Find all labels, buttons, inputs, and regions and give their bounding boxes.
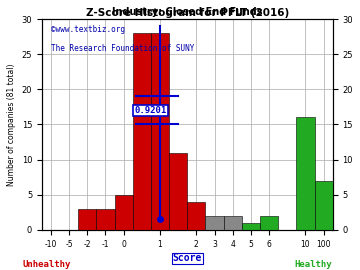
Bar [296,117,315,230]
Bar [260,216,278,230]
Bar [224,216,242,230]
Bar [114,195,133,230]
Text: Industry: Closed End Funds: Industry: Closed End Funds [112,7,262,17]
Bar [242,223,260,230]
Text: 0.9201: 0.9201 [135,106,167,115]
Text: Healthy: Healthy [294,260,332,269]
Bar [96,209,114,230]
Bar [169,153,187,230]
Bar [78,209,96,230]
Title: Z-Score Histogram for PFLT (2016): Z-Score Histogram for PFLT (2016) [86,8,289,18]
Text: The Research Foundation of SUNY: The Research Foundation of SUNY [50,44,194,53]
Text: Unhealthy: Unhealthy [23,260,71,269]
Bar [151,33,169,230]
Bar [206,216,224,230]
Y-axis label: Number of companies (81 total): Number of companies (81 total) [7,63,16,186]
Bar [133,33,151,230]
Bar [187,202,206,230]
Text: Score: Score [172,254,202,264]
Bar [315,181,333,230]
Text: ©www.textbiz.org: ©www.textbiz.org [50,25,125,34]
